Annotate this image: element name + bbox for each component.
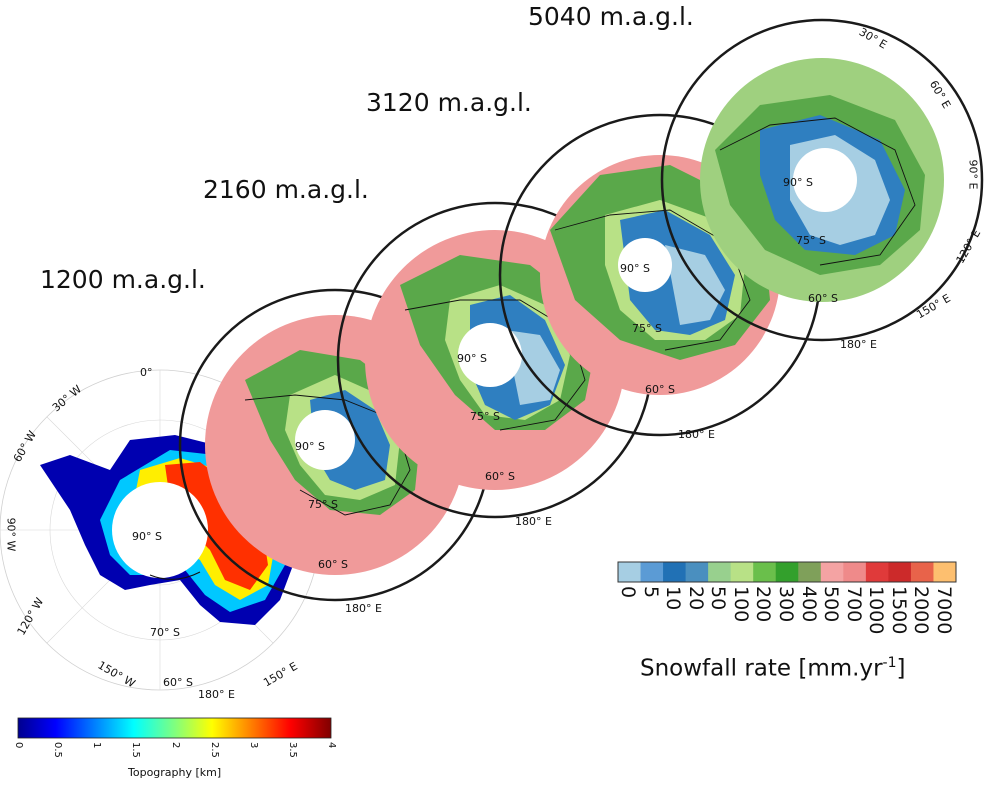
snowfall-colorbar-segment [618,562,642,582]
panel-title-5040m: 5040 m.a.g.l. [528,2,694,31]
snowfall-colorbar-segment [663,562,687,582]
snowfall-tick-label: 700 [842,586,865,623]
lat-label-75s-p3: 75° S [632,322,662,335]
lon-label-180e-p2: 180° E [515,515,552,528]
snowfall-panel-5040m [660,18,984,342]
lat-label-60s-p1: 60° S [318,558,348,571]
lat-label-70s: 70° S [150,626,180,639]
lon-label-180e: 180° E [198,688,235,701]
lon-label-0: 0° [140,366,153,379]
lat-label-90s-p4: 90° S [783,176,813,189]
snowfall-tick-label: 2000 [910,586,933,635]
topography-tick-label: 2 [169,742,181,749]
topography-colorbar [17,717,332,739]
lon-label-180e-p4: 180° E [840,338,877,351]
snowfall-colorbar-segment [843,562,867,582]
topography-tick-label: 1.5 [130,742,142,758]
snowfall-colorbar-segment [910,562,934,582]
lat-label-60s-p2: 60° S [485,470,515,483]
snowfall-colorbar-segment [798,562,822,582]
snowfall-colorbar [618,562,957,582]
snowfall-tick-label: 0 [617,586,640,599]
lat-label-75s-p2: 75° S [470,410,500,423]
lat-label-60s: 60° S [163,676,193,689]
topography-tick-label: 4 [326,742,337,749]
snowfall-colorbar-segment [685,562,709,582]
lat-label-90s-p1: 90° S [295,440,325,453]
lon-label-90e-p4: 90° E [966,159,980,190]
snowfall-colorbar-segment [888,562,912,582]
lat-label-90s-p2: 90° S [457,352,487,365]
topography-tick-label: 0.5 [52,742,64,758]
topography-colorbar-title: Topography [km] [128,766,222,779]
topography-tick-label: 3.5 [286,742,298,758]
lat-label-60s-p3: 60° S [645,383,675,396]
snowfall-tick-label: 300 [775,586,797,623]
snowfall-tick-label: 7000 [932,586,955,635]
snowfall-tick-label: 10 [662,586,685,611]
lat-label-75s-p1: 75° S [308,498,338,511]
lat-label-90s-p3: 90° S [620,262,650,275]
snowfall-colorbar-segment [730,562,754,582]
lat-label-75s-p4: 75° S [796,234,826,247]
snowfall-colorbar-segment [708,562,732,582]
snowfall-colorbar-segment [775,562,799,582]
topography-tick-label: 3 [247,742,259,749]
lat-label-60s-p4: 60° S [808,292,838,305]
snowfall-tick-label: 5 [639,586,662,599]
lon-label-180e-p3: 180° E [678,428,715,441]
snowfall-tick-label: 50 [707,586,730,611]
panel-title-3120m: 3120 m.a.g.l. [366,88,532,117]
snowfall-colorbar-frame [617,561,957,583]
snowfall-tick-label: 200 [752,586,775,623]
snowfall-colorbar-segment [933,562,957,582]
snowfall-colorbar-segment [753,562,777,582]
snowfall-tick-label: 100 [729,586,752,623]
topography-tick-label: 0 [13,742,24,749]
snowfall-tick-label: 1500 [887,586,910,635]
lat-label-90s-p0: 90° S [132,530,162,543]
snowfall-colorbar-segment [865,562,889,582]
snowfall-colorbar-title: Snowfall rate [mm.yr-1] [640,655,906,682]
snowfall-tick-label: 20 [684,586,707,611]
topography-tick-label: 2.5 [208,742,220,758]
panel-title-2160m: 2160 m.a.g.l. [203,175,369,204]
snowfall-colorbar-segment [820,562,844,582]
lon-label-180e-p1: 180° E [345,602,382,615]
topography-tick-label: 1 [91,742,103,749]
lon-label-90w: 90° W [4,517,18,552]
panel-title-1200m: 1200 m.a.g.l. [40,265,206,294]
snowfall-tick-label: 500 [820,586,843,623]
snowfall-tick-label: 400 [797,586,820,623]
snowfall-colorbar-segment [640,562,664,582]
snowfall-tick-label: 1000 [865,586,888,635]
